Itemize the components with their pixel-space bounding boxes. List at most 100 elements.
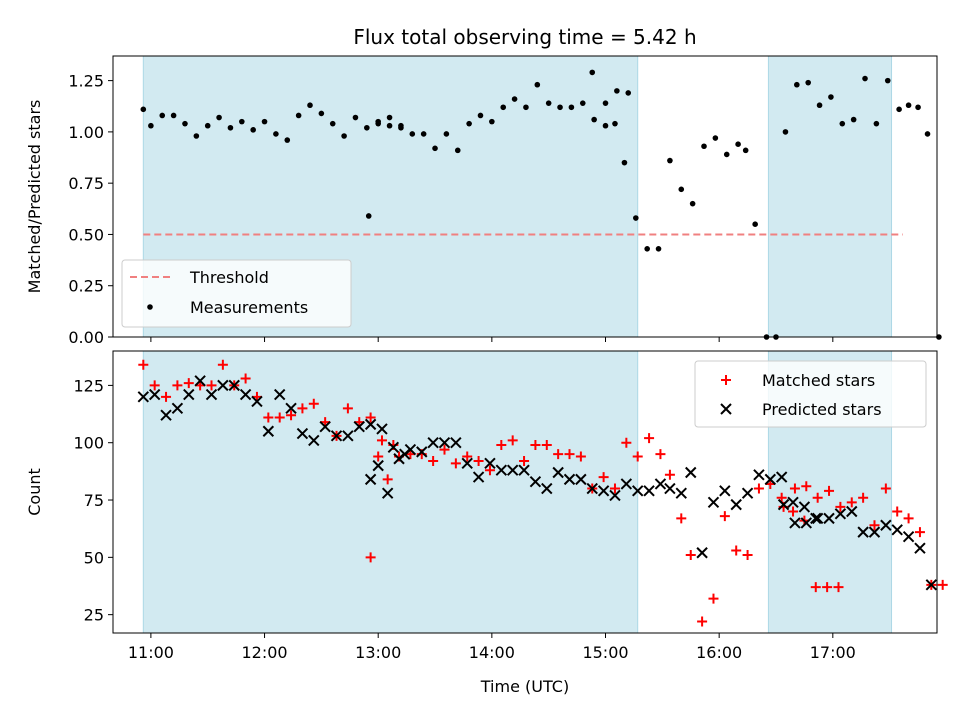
data-point <box>812 492 823 503</box>
data-point <box>194 375 206 387</box>
data-point <box>741 487 754 499</box>
data-point <box>454 147 461 154</box>
data-point <box>676 513 687 524</box>
data-point <box>365 552 376 563</box>
data-point <box>862 75 868 82</box>
data-point <box>518 464 530 476</box>
data-point <box>393 453 405 465</box>
data-point <box>149 380 160 391</box>
data-point <box>632 451 643 462</box>
data-point <box>925 579 938 591</box>
data-point <box>386 114 393 121</box>
data-point <box>251 395 263 408</box>
data-point <box>816 102 823 109</box>
data-point <box>579 100 586 106</box>
x-tick-label: 16:00 <box>696 643 742 662</box>
data-point <box>250 127 256 133</box>
data-point <box>789 517 801 529</box>
data-point <box>140 106 147 113</box>
y-tick-label: 75 <box>84 491 104 510</box>
data-point <box>644 246 650 252</box>
data-point <box>239 388 252 401</box>
data-point <box>730 498 742 511</box>
data-point <box>495 464 508 476</box>
data-point <box>880 519 892 531</box>
shaded-interval <box>142 350 639 634</box>
data-point <box>719 485 731 497</box>
chart-title: Flux total observing time = 5.42 h <box>353 25 696 49</box>
x-tick-label: 12:00 <box>241 643 287 662</box>
data-point <box>664 482 676 495</box>
data-point <box>386 122 393 129</box>
data-point <box>274 412 285 423</box>
data-point <box>839 120 846 127</box>
data-point <box>409 131 416 137</box>
x-tick-label: 15:00 <box>582 643 628 662</box>
data-point <box>541 482 553 495</box>
data-point <box>868 526 881 538</box>
data-point <box>204 122 211 129</box>
data-point <box>789 483 800 494</box>
data-point <box>643 485 655 497</box>
y-tick-label: 50 <box>84 548 104 567</box>
data-point <box>742 147 749 154</box>
y-axis-label: Matched/Predicted stars <box>25 100 44 294</box>
data-point <box>376 435 387 446</box>
data-point <box>914 527 925 538</box>
data-point <box>811 512 824 525</box>
data-point <box>742 550 753 561</box>
data-point <box>685 550 696 561</box>
data-point <box>598 472 609 483</box>
data-point <box>484 457 496 470</box>
data-point <box>568 104 575 111</box>
data-point <box>591 116 597 123</box>
data-point <box>541 440 552 450</box>
data-point <box>589 69 596 76</box>
data-point <box>655 449 666 460</box>
data-point <box>530 440 541 450</box>
data-point <box>846 505 858 518</box>
data-point <box>342 430 354 442</box>
data-point <box>507 435 518 446</box>
data-point <box>420 131 427 137</box>
data-point <box>777 498 790 511</box>
y-tick-label: 0.75 <box>68 174 104 193</box>
data-point <box>828 94 834 100</box>
data-point <box>801 481 812 492</box>
data-point <box>597 485 610 497</box>
data-point <box>193 133 200 139</box>
data-point <box>858 492 869 503</box>
data-point <box>137 391 150 403</box>
data-point <box>318 110 325 117</box>
data-point <box>586 482 598 495</box>
data-point <box>263 412 274 423</box>
data-point <box>375 120 381 127</box>
data-point <box>364 473 377 486</box>
data-point <box>138 359 149 370</box>
data-point <box>654 478 667 490</box>
data-point <box>182 120 188 127</box>
data-point <box>506 464 519 476</box>
data-point <box>439 444 450 455</box>
data-point <box>273 131 279 137</box>
data-point <box>697 616 708 627</box>
data-point <box>552 466 564 479</box>
data-point <box>915 104 921 111</box>
data-point <box>353 420 365 433</box>
data-point <box>489 118 495 125</box>
y-tick-label: 125 <box>73 376 104 395</box>
data-point <box>461 457 473 470</box>
data-point <box>776 492 787 503</box>
data-point <box>216 114 222 121</box>
x-tick-label: 14:00 <box>469 643 515 662</box>
data-point <box>206 380 217 391</box>
data-point <box>450 458 461 469</box>
data-point <box>563 473 576 486</box>
data-point <box>227 124 234 131</box>
legend-measurements-swatch <box>147 304 153 310</box>
data-point <box>387 441 400 454</box>
data-point <box>667 157 673 164</box>
data-point <box>632 485 644 497</box>
legend-box <box>694 360 927 428</box>
data-point <box>873 120 880 127</box>
